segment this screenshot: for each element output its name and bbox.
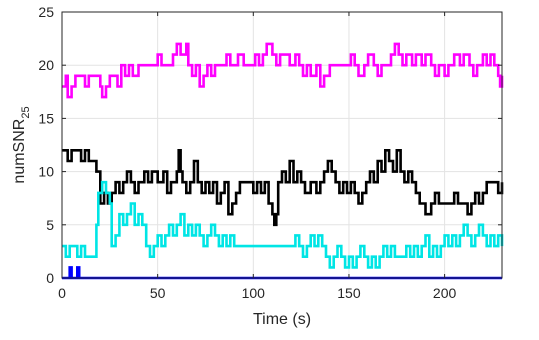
series-line-2: [62, 149, 504, 227]
x-tick-label: 0: [58, 285, 66, 301]
y-tick-label: 20: [38, 57, 54, 73]
y-tick-label: 5: [46, 217, 54, 233]
x-tick-label: 200: [433, 285, 457, 301]
series-line-4: [62, 266, 502, 280]
y-tick-label: 0: [46, 270, 54, 286]
y-tick-labels: 0 5 10 15 20 25: [38, 4, 54, 286]
series-line-3: [62, 180, 504, 269]
series-line-1: [62, 42, 504, 99]
y-tick-label: 15: [38, 110, 54, 126]
x-tick-label: 150: [337, 285, 361, 301]
x-tick-labels: 0 50 100 150 200: [58, 285, 456, 301]
series-group: [62, 42, 504, 280]
y-axis-label-subscript: 25: [20, 106, 32, 118]
x-tick-label: 50: [150, 285, 166, 301]
y-tick-label: 10: [38, 164, 54, 180]
x-tick-label: 100: [242, 285, 266, 301]
y-axis-label: numSNR25: [11, 106, 32, 183]
x-axis-label: Time (s): [253, 311, 311, 328]
tick-marks: [61, 11, 502, 279]
y-axis-label-base: numSNR: [11, 119, 28, 184]
plot-frame: [61, 11, 503, 279]
y-tick-label: 25: [38, 4, 54, 20]
grid: [62, 12, 502, 278]
